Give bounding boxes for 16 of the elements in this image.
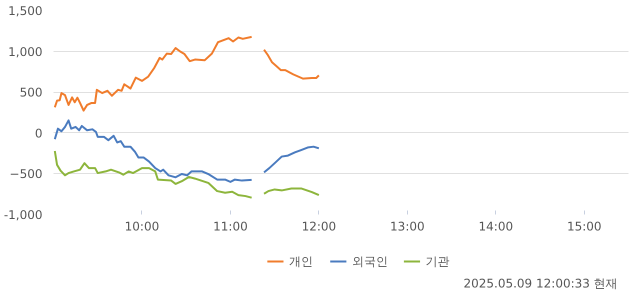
y-tick-label: 1,500	[8, 4, 43, 18]
x-tick-label: 10:00	[124, 220, 160, 234]
y-tick-label: 1,000	[8, 44, 43, 59]
y-tick-label: -1,000	[4, 208, 43, 222]
x-tick-label: 14:00	[478, 220, 514, 234]
legend-label: 외국인	[352, 254, 388, 268]
x-tick-label: 15:00	[566, 220, 602, 234]
x-tick-label: 11:00	[213, 220, 248, 234]
x-tick-label: 13:00	[390, 220, 425, 234]
y-tick-label: 500	[20, 86, 42, 100]
legend-label: 개인	[288, 254, 313, 268]
x-tick-label: 12:00	[302, 220, 336, 234]
text: 2025.05.09 12:00:33 현재	[463, 276, 618, 290]
legend-label: 기관	[425, 254, 450, 268]
y-tick-label: −500	[10, 167, 43, 182]
y-tick-label: 0	[34, 126, 43, 140]
